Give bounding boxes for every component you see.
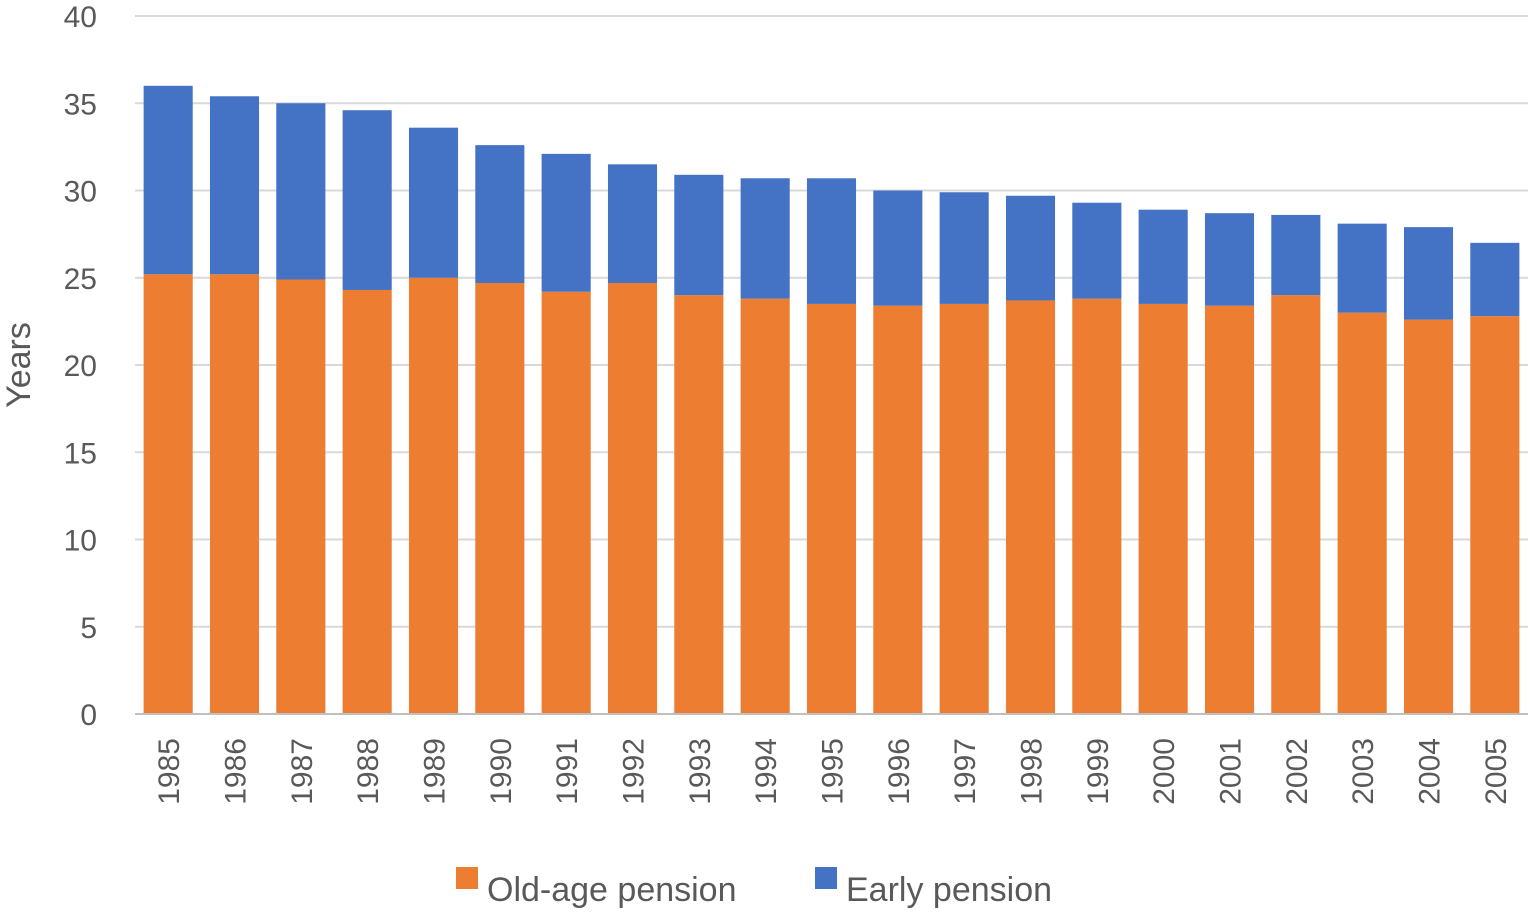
bar-early-pension-1997 bbox=[939, 192, 989, 304]
bar-old-age-pension-2003 bbox=[1337, 312, 1387, 714]
bar-old-age-pension-1995 bbox=[806, 303, 857, 714]
legend-label: Old-age pension bbox=[487, 871, 737, 909]
bar-old-age-pension-1992 bbox=[607, 282, 658, 714]
bar-early-pension-1992 bbox=[607, 164, 658, 283]
bar-early-pension-1989 bbox=[408, 127, 459, 278]
bar-old-age-pension-1986 bbox=[209, 274, 260, 714]
bar-early-pension-2005 bbox=[1470, 242, 1520, 317]
bar-old-age-pension-2004 bbox=[1403, 319, 1454, 714]
x-tick-label: 1996 bbox=[883, 738, 916, 805]
bar-early-pension-1993 bbox=[674, 174, 724, 296]
y-tick-label: 10 bbox=[64, 525, 97, 558]
bar-old-age-pension-2002 bbox=[1271, 295, 1321, 714]
bars bbox=[143, 85, 1520, 714]
x-tick-label: 2004 bbox=[1414, 738, 1447, 805]
x-tick-label: 2003 bbox=[1347, 738, 1380, 805]
x-tick-label: 1988 bbox=[352, 738, 385, 805]
y-tick-label: 35 bbox=[64, 88, 97, 121]
x-tick-label: 1986 bbox=[220, 738, 253, 805]
bar-old-age-pension-1985 bbox=[143, 274, 193, 714]
x-tick-label: 1998 bbox=[1016, 738, 1049, 805]
x-tick-label: 1987 bbox=[286, 738, 319, 805]
y-tick-label: 15 bbox=[64, 437, 97, 470]
bar-old-age-pension-1993 bbox=[674, 295, 724, 714]
y-axis-title: Years bbox=[0, 322, 38, 408]
bar-old-age-pension-1988 bbox=[342, 289, 392, 714]
x-tick-label: 2002 bbox=[1281, 738, 1314, 805]
bar-old-age-pension-1987 bbox=[276, 279, 326, 714]
y-axis-ticks: 0 5 10 15 20 25 30 35 40 bbox=[64, 1, 97, 732]
bar-early-pension-2004 bbox=[1403, 227, 1454, 320]
x-tick-label: 1985 bbox=[153, 738, 186, 805]
bar-early-pension-1988 bbox=[342, 110, 392, 290]
x-tick-label: 1994 bbox=[750, 738, 783, 805]
x-tick-label: 1999 bbox=[1082, 738, 1115, 805]
bar-early-pension-1990 bbox=[475, 145, 525, 283]
bar-early-pension-2001 bbox=[1204, 213, 1255, 306]
legend-label: Early pension bbox=[846, 871, 1052, 909]
bar-old-age-pension-1997 bbox=[939, 303, 989, 714]
bar-old-age-pension-1990 bbox=[475, 282, 525, 714]
legend: Old-age pension Early pension bbox=[456, 867, 1052, 909]
bar-early-pension-2003 bbox=[1337, 223, 1387, 313]
bar-early-pension-1996 bbox=[873, 190, 923, 306]
bar-early-pension-2000 bbox=[1138, 209, 1188, 304]
bar-old-age-pension-1991 bbox=[541, 291, 591, 714]
bar-early-pension-1994 bbox=[740, 178, 790, 299]
x-tick-label: 1991 bbox=[551, 738, 584, 805]
bar-old-age-pension-1994 bbox=[740, 298, 790, 714]
x-tick-label: 1997 bbox=[949, 738, 982, 805]
x-axis-ticks: 1985 1986 1987 1988 1989 1990 1991 1992 1993 1994… bbox=[153, 738, 1513, 805]
y-tick-label: 30 bbox=[64, 176, 97, 209]
legend-swatch bbox=[456, 867, 478, 889]
x-tick-label: 1993 bbox=[684, 738, 717, 805]
bar-old-age-pension-2000 bbox=[1138, 303, 1188, 714]
bar-early-pension-1987 bbox=[276, 103, 326, 280]
x-tick-label: 1992 bbox=[618, 738, 651, 805]
bar-early-pension-2002 bbox=[1271, 214, 1321, 296]
legend-swatch bbox=[815, 867, 837, 889]
bar-early-pension-1985 bbox=[143, 85, 193, 275]
x-tick-label: 2000 bbox=[1148, 738, 1181, 805]
x-tick-label: 2001 bbox=[1215, 738, 1248, 805]
y-tick-label: 40 bbox=[64, 1, 97, 34]
y-tick-label: 5 bbox=[80, 612, 97, 645]
y-tick-label: 0 bbox=[80, 699, 97, 732]
bar-old-age-pension-2001 bbox=[1204, 305, 1255, 714]
bar-old-age-pension-2005 bbox=[1470, 316, 1520, 714]
bar-early-pension-1986 bbox=[209, 96, 260, 275]
x-tick-label: 2005 bbox=[1480, 738, 1513, 805]
x-tick-label: 1989 bbox=[419, 738, 452, 805]
bar-early-pension-1999 bbox=[1072, 202, 1122, 299]
x-tick-label: 1990 bbox=[485, 738, 518, 805]
bar-early-pension-1995 bbox=[806, 178, 857, 304]
x-tick-label: 1995 bbox=[817, 738, 850, 805]
bar-old-age-pension-1996 bbox=[873, 305, 923, 714]
y-tick-label: 20 bbox=[64, 350, 97, 383]
y-tick-label: 25 bbox=[64, 263, 97, 296]
bar-old-age-pension-1999 bbox=[1072, 298, 1122, 714]
bar-old-age-pension-1989 bbox=[408, 277, 459, 714]
bar-early-pension-1991 bbox=[541, 153, 591, 292]
bar-early-pension-1998 bbox=[1005, 195, 1056, 301]
bar-old-age-pension-1998 bbox=[1005, 300, 1056, 714]
